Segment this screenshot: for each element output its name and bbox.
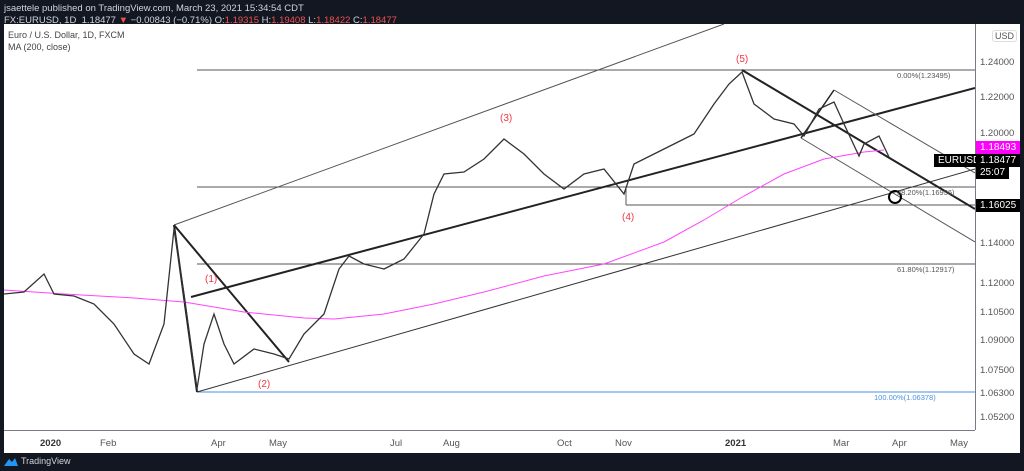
publisher-line: jsaettele published on TradingView.com, … [4,3,304,14]
price-tick: 1.20000 [980,128,1015,139]
currency-badge[interactable]: USD [992,30,1018,42]
close-value: 1.18477 [362,15,397,26]
price-tick: 1.12000 [980,278,1015,289]
tradingview-logo-icon [4,457,18,466]
price-tick: 1.09000 [980,335,1015,346]
time-tick: Mar [833,438,850,449]
time-tick: Feb [100,438,117,449]
price-tick: 1.10500 [980,307,1015,318]
fib-38: 38.20%(1.16956) [897,188,955,197]
level-price-tag: 1.16025 [976,199,1021,212]
footer-brand[interactable]: TradingView [4,456,71,466]
price-tick: 1.06300 [980,388,1015,399]
wave-label-1: (1) [205,274,218,285]
time-tick: Apr [211,438,226,449]
price-plot[interactable] [4,24,975,430]
time-tick: 2021 [725,438,747,449]
time-tick: May [269,438,287,449]
low-value: 1.18422 [316,15,351,26]
legend-title: Euro / U.S. Dollar, 1D, FXCM [8,30,125,40]
fib-100: 100.00%(1.06378) [874,393,936,402]
down-arrow-icon: ▼ [118,15,128,26]
fib-0: 0.00%(1.23495) [897,71,951,80]
legend-indicator[interactable]: MA (200, close) [8,42,71,52]
brand-label: TradingView [21,456,71,466]
price-tick: 1.14000 [980,238,1015,249]
time-tick: May [950,438,968,449]
countdown-tag: 25:07 [976,166,1010,179]
price-tick: 1.07500 [980,365,1015,376]
wave-label-5: (5) [736,54,749,65]
symbol-ohlc-line: FX:EURUSD, 1D 1.18477 ▼ −0.00843 (−0.71%… [4,15,397,26]
symbol-tag: EURUSD [934,154,985,167]
time-tick: Apr [892,438,907,449]
wave-label-3: (3) [500,113,513,124]
time-axis[interactable] [4,430,975,454]
change: −0.00843 (−0.71%) [130,15,212,26]
ma-price-tag: 1.18493 [976,141,1021,154]
wave-label-4: (4) [622,212,635,223]
chart-pane[interactable]: Euro / U.S. Dollar, 1D, FXCM MA (200, cl… [4,24,1021,454]
last-price: 1.18477 [81,15,116,26]
fib-61: 61.80%(1.12917) [897,265,955,274]
price-tick: 1.05200 [980,412,1015,423]
price-tick: 1.22000 [980,92,1015,103]
time-tick: 2020 [40,438,62,449]
last-price-tag: 1.18477 [976,154,1021,167]
price-tick: 1.24000 [980,57,1015,68]
time-tick: Oct [557,438,572,449]
high-value: 1.19408 [271,15,306,26]
price-axis[interactable] [975,24,1021,430]
time-tick: Nov [615,438,632,449]
time-tick: Aug [443,438,460,449]
symbol: FX:EURUSD, 1D [4,15,77,26]
wave-label-2: (2) [258,379,271,390]
time-tick: Jul [390,438,403,449]
open-value: 1.19315 [224,15,259,26]
